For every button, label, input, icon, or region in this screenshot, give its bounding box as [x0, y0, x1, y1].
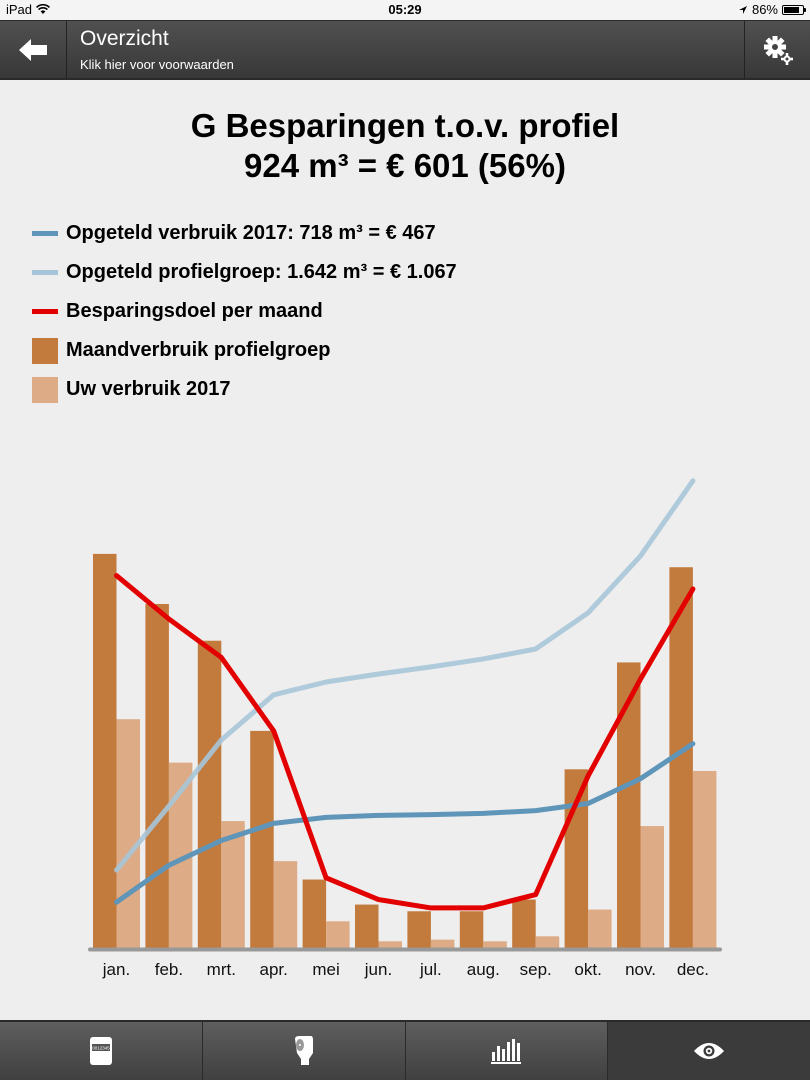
bar [407, 911, 431, 948]
legend-item-cumulative-profile: Opgeteld profielgroep: 1.642 m³ = € 1.06… [32, 253, 457, 292]
bar [355, 904, 379, 948]
bar [459, 911, 484, 948]
bar [145, 603, 169, 948]
bar [483, 941, 507, 948]
monthly-usage-chart: jan. feb. mrt. apr. mei jun. jul. aug. sep. okt. n… [88, 478, 722, 979]
line-series [114, 573, 696, 911]
x-tick-label: mei [312, 960, 339, 979]
x-tick-label: sep. [520, 960, 552, 979]
bar [273, 861, 298, 948]
line-series [114, 741, 696, 905]
bar [512, 899, 536, 948]
bar [564, 769, 589, 948]
status-bar: iPad 05:29 86% [0, 0, 810, 20]
tab-chart[interactable] [405, 1022, 609, 1080]
legend-swatch [32, 231, 58, 236]
bar [535, 936, 560, 948]
tab-bar: 0012345 [0, 1020, 810, 1080]
legend-item-profile-monthly: Maandverbruik profielgroep [32, 331, 457, 370]
legend-label: Opgeteld profielgroep: 1.642 m³ = € 1.06… [66, 261, 457, 283]
tab-plug[interactable] [202, 1022, 406, 1080]
legend-swatch [32, 376, 58, 403]
legend-item-savings-target: Besparingsdoel per maand [32, 292, 457, 331]
bar [326, 921, 350, 948]
wifi-icon [36, 4, 50, 14]
arrow-left-icon [19, 39, 47, 61]
bar [378, 941, 402, 948]
bar [617, 662, 641, 948]
legend-item-your-usage: Uw verbruik 2017 [32, 370, 457, 409]
x-tick-label: aug. [467, 960, 500, 979]
x-tick-label: apr. [260, 960, 288, 979]
legend-swatch [32, 270, 58, 275]
location-icon [738, 5, 747, 14]
bar [93, 553, 117, 948]
x-tick-label: jan. [102, 960, 130, 979]
x-tick-label: okt. [574, 960, 601, 979]
bar [640, 826, 664, 948]
legend-label: Uw verbruik 2017 [66, 378, 231, 400]
battery-percent: 86% [751, 2, 778, 17]
bar [197, 640, 222, 948]
device-label: iPad [6, 2, 33, 17]
bar [669, 567, 693, 948]
terms-link[interactable]: Klik hier voor voorwaarden [80, 57, 234, 72]
tab-meter[interactable]: 0012345 [0, 1022, 203, 1080]
clock: 05:29 [388, 2, 422, 17]
tab-overview[interactable] [608, 1022, 810, 1080]
bar [302, 879, 327, 948]
bar [430, 939, 455, 948]
eye-icon [694, 1043, 725, 1059]
svg-text:0012345: 0012345 [92, 1046, 110, 1051]
bar [116, 719, 140, 948]
line-series [114, 478, 696, 873]
legend-swatch [32, 309, 58, 314]
legend-item-cumulative-usage: Opgeteld verbruik 2017: 718 m³ = € 467 [32, 214, 457, 253]
legend-label: Maandverbruik profielgroep [66, 339, 331, 361]
bar [250, 730, 274, 948]
legend-label: Besparingsdoel per maand [66, 300, 323, 322]
legend-swatch [32, 337, 58, 364]
chart-title: G Besparingen t.o.v. profiel 924 m³ = € … [0, 106, 810, 186]
chart-title-line1: G Besparingen t.o.v. profiel [190, 107, 620, 144]
x-tick-label: feb. [155, 960, 183, 979]
bar [168, 762, 193, 948]
bar [588, 909, 612, 948]
gears-icon [763, 36, 793, 65]
x-tick-label: dec. [677, 960, 709, 979]
navigation-bar: Overzicht Klik hier voor voorwaarden [0, 20, 810, 80]
bar [692, 770, 717, 948]
plug-icon [294, 1036, 313, 1065]
battery-icon [782, 4, 806, 15]
x-tick-label: jul. [419, 960, 442, 979]
x-tick-label: nov. [625, 960, 656, 979]
meter-icon: 0012345 [89, 1037, 112, 1065]
legend-label: Opgeteld verbruik 2017: 718 m³ = € 467 [66, 222, 436, 244]
bar [221, 821, 245, 948]
chart-title-line2: 924 m³ = € 601 (56%) [244, 147, 566, 184]
x-tick-label: mrt. [207, 960, 236, 979]
chart-legend: Opgeteld verbruik 2017: 718 m³ = € 467 O… [32, 214, 457, 409]
page-title: Overzicht [80, 27, 169, 50]
back-button[interactable] [0, 21, 67, 79]
x-tick-label: jun. [364, 960, 392, 979]
settings-button[interactable] [744, 21, 810, 79]
bar-chart-icon [491, 1039, 522, 1064]
